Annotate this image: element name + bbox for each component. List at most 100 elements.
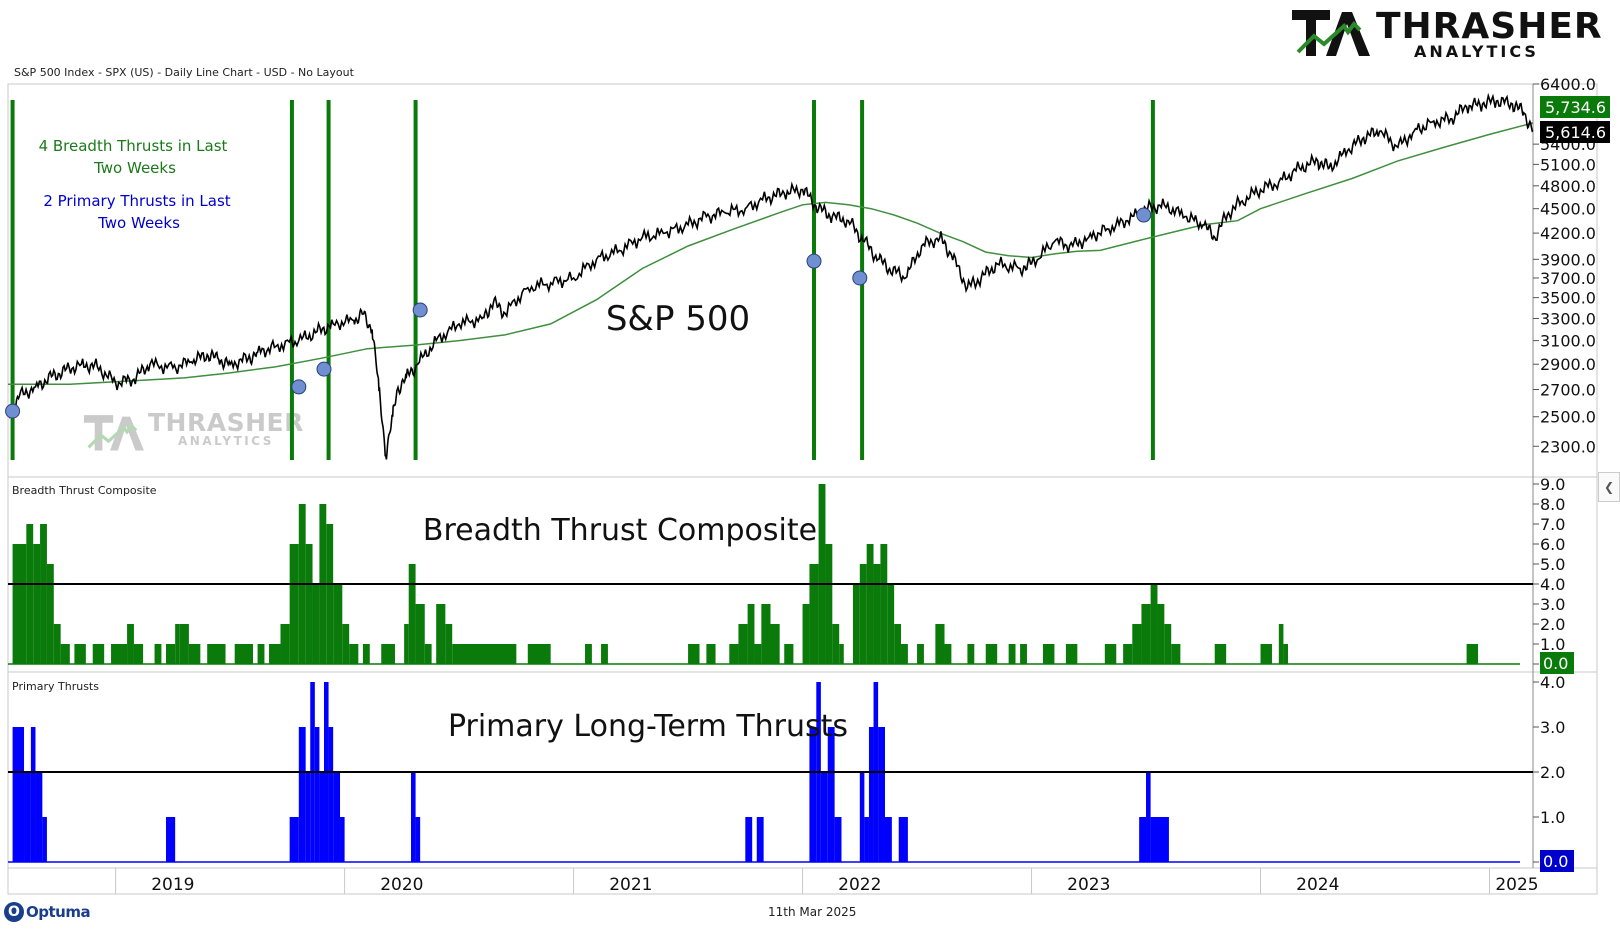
last-value-badge bbox=[1540, 652, 1574, 674]
histogram-bar bbox=[328, 727, 334, 862]
histogram-bar bbox=[1466, 644, 1479, 664]
histogram-bar bbox=[935, 624, 945, 664]
y-tick-label: 3100.0 bbox=[1540, 332, 1596, 351]
y-tick-label: 3300.0 bbox=[1540, 309, 1596, 328]
histogram-bar bbox=[859, 564, 867, 664]
y-tick-label: 2700.0 bbox=[1540, 381, 1596, 400]
x-axis-label: 2020 bbox=[380, 875, 423, 895]
histogram-bar bbox=[1171, 644, 1181, 664]
y-tick-label: 1.0 bbox=[1540, 808, 1565, 827]
histogram-bar bbox=[127, 624, 134, 664]
last-ma-badge bbox=[1540, 96, 1610, 118]
histogram-bar bbox=[1214, 644, 1227, 664]
histogram-bar bbox=[424, 644, 432, 664]
y-tick-label: 5.0 bbox=[1540, 555, 1565, 574]
histogram-bar bbox=[179, 624, 189, 664]
last-value-text: 0.0 bbox=[1543, 852, 1568, 871]
histogram-bar bbox=[340, 817, 345, 862]
footer-date: 11th Mar 2025 bbox=[768, 905, 857, 919]
y-tick-label: 6400.0 bbox=[1540, 75, 1596, 94]
watermark-logo: THRASHER ANALYTICS bbox=[82, 408, 303, 456]
histogram-bar bbox=[165, 817, 176, 862]
histogram-bar bbox=[349, 644, 359, 664]
primary-thrust-annotation: Two Weeks bbox=[97, 214, 180, 232]
histogram-bar bbox=[894, 624, 902, 664]
histogram-bar bbox=[326, 524, 334, 664]
histogram-bar bbox=[825, 544, 833, 664]
brand-subtitle: ANALYTICS bbox=[1414, 42, 1539, 61]
histogram-bar bbox=[289, 544, 299, 664]
y-tick-label: 4500.0 bbox=[1540, 200, 1596, 219]
y-tick-label: 3.0 bbox=[1540, 595, 1565, 614]
thrust-marker bbox=[852, 270, 868, 286]
y-tick-label: 2300.0 bbox=[1540, 437, 1596, 456]
histogram-bar bbox=[827, 727, 835, 862]
collapse-panel-button[interactable]: ❮ bbox=[1598, 472, 1620, 502]
sp500-title: S&P 500 bbox=[606, 299, 750, 339]
last-price-badge bbox=[1540, 121, 1610, 143]
watermark-wordmark: THRASHER bbox=[148, 408, 304, 437]
histogram-bar bbox=[46, 564, 54, 664]
histogram-bar bbox=[864, 817, 869, 862]
histogram-bar bbox=[1150, 584, 1158, 664]
thrust-marker bbox=[412, 302, 428, 318]
panel-label: Primary Thrusts bbox=[12, 680, 99, 693]
histogram-bar bbox=[33, 544, 41, 664]
histogram-bar bbox=[53, 624, 61, 664]
histogram-bar bbox=[415, 604, 425, 664]
histogram-bar bbox=[436, 604, 446, 664]
chevron-left-icon: ❮ bbox=[1603, 480, 1615, 494]
chart-header-title: S&P 500 Index - SPX (US) - Daily Line Ch… bbox=[14, 66, 354, 79]
breadth-thrust-annotation: Two Weeks bbox=[93, 159, 176, 177]
histogram-bar bbox=[404, 624, 409, 664]
histogram-bar bbox=[408, 564, 416, 664]
histogram-bar bbox=[1065, 644, 1078, 664]
y-tick-label: 2.0 bbox=[1540, 763, 1565, 782]
histogram-bar bbox=[319, 772, 324, 862]
histogram-bar bbox=[802, 604, 810, 664]
histogram-bar bbox=[1141, 604, 1151, 664]
histogram-bar bbox=[1139, 817, 1147, 862]
sp500-price-line bbox=[7, 92, 1534, 460]
thrust-marker bbox=[1136, 207, 1152, 223]
x-axis-label: 2019 bbox=[151, 875, 194, 895]
histogram-bar bbox=[175, 624, 180, 664]
last-value-text: 0.0 bbox=[1543, 654, 1568, 673]
histogram-bar bbox=[257, 644, 265, 664]
histogram-bar bbox=[42, 817, 47, 862]
breadth-thrust-annotation: 4 Breadth Thrusts in Last bbox=[39, 137, 228, 155]
last-ma-value: 5,734.6 bbox=[1545, 98, 1606, 117]
histogram-bar bbox=[967, 644, 975, 664]
histogram-bar bbox=[601, 644, 608, 664]
histogram-bar bbox=[26, 524, 34, 664]
histogram-bar bbox=[761, 604, 771, 664]
ta-watermark-icon bbox=[83, 415, 144, 451]
histogram-bar bbox=[1146, 772, 1151, 862]
y-tick-label: 2900.0 bbox=[1540, 355, 1596, 374]
histogram-bar bbox=[333, 772, 341, 862]
histogram-bar bbox=[784, 644, 794, 664]
histogram-bar bbox=[12, 544, 27, 664]
histogram-bar bbox=[381, 644, 395, 664]
thrust-marker bbox=[806, 253, 822, 269]
histogram-bar bbox=[985, 644, 998, 664]
histogram-bar bbox=[868, 727, 874, 862]
histogram-bar bbox=[1123, 644, 1133, 664]
x-axis-label: 2022 bbox=[838, 875, 881, 895]
histogram-bar bbox=[745, 817, 753, 862]
histogram-bar bbox=[527, 644, 551, 664]
optuma-logo: O Optuma bbox=[4, 902, 91, 922]
y-tick-label: 2500.0 bbox=[1540, 408, 1596, 427]
x-axis-label: 2021 bbox=[609, 875, 652, 895]
y-tick-label: 6.0 bbox=[1540, 535, 1565, 554]
y-tick-label: 4800.0 bbox=[1540, 177, 1596, 196]
histogram-bar bbox=[706, 644, 716, 664]
histogram-bar bbox=[818, 484, 826, 664]
histogram-bar bbox=[1042, 644, 1055, 664]
last-value-badge bbox=[1540, 850, 1574, 872]
y-tick-label: 3500.0 bbox=[1540, 289, 1596, 308]
histogram-bar bbox=[312, 584, 320, 664]
histogram-bar bbox=[452, 644, 517, 664]
histogram-bar bbox=[585, 644, 592, 664]
